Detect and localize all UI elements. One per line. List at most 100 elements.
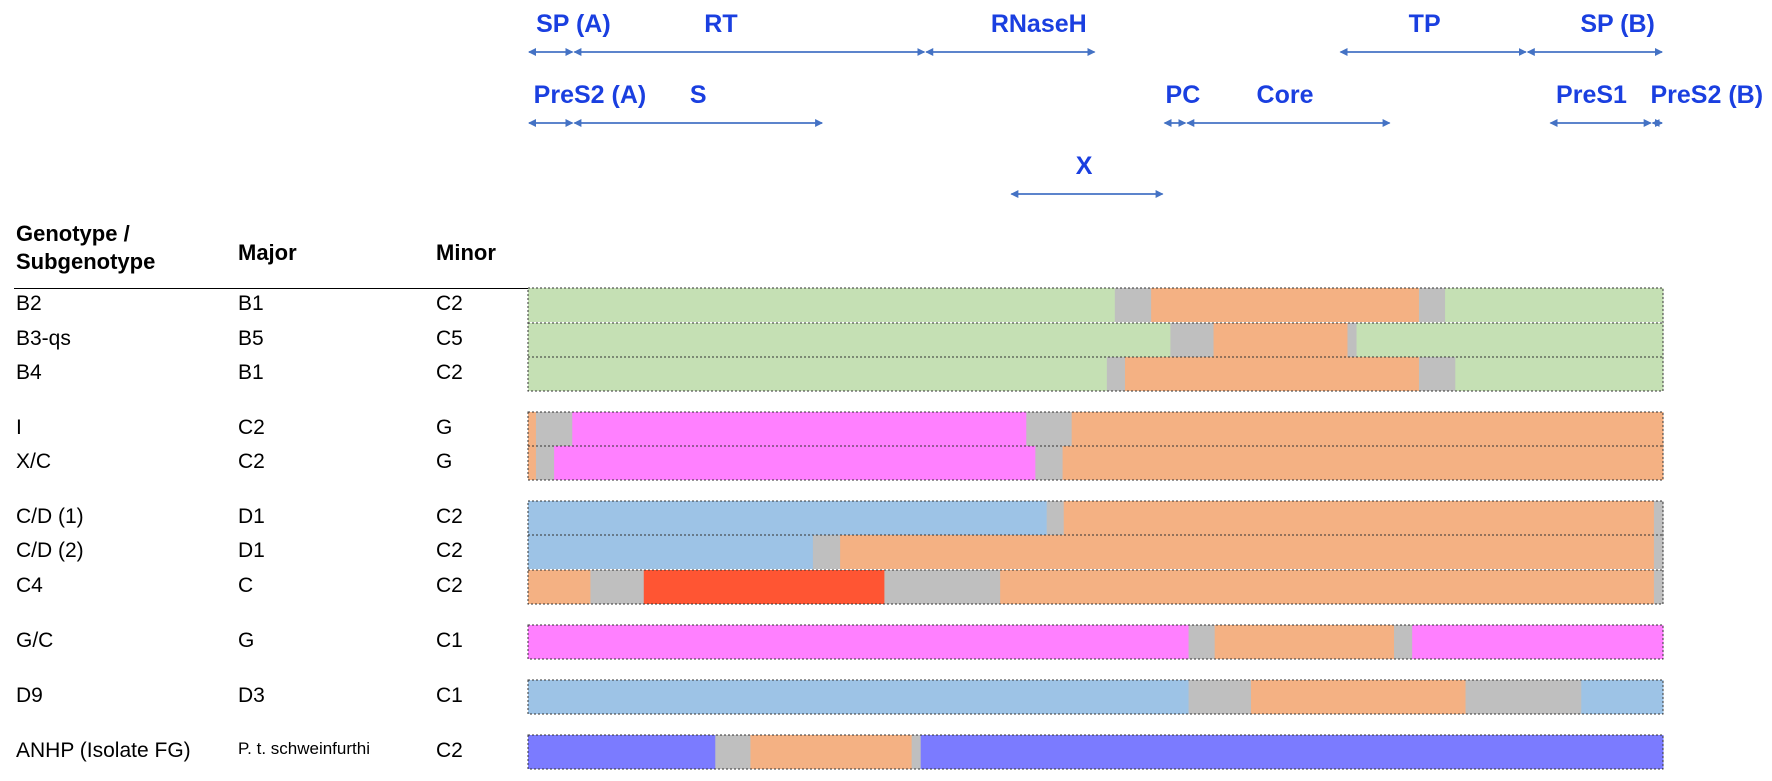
genome-segment-violet	[920, 735, 1664, 769]
row-genotype-cell: D9	[16, 684, 43, 707]
genome-segment-grey	[1106, 357, 1126, 391]
row-minor-cell: G	[436, 416, 453, 439]
genome-segment-grey	[1026, 412, 1073, 446]
genome-segment-magenta	[554, 446, 1036, 480]
row-minor-cell: C1	[436, 629, 463, 652]
genome-segment-grey	[1653, 570, 1664, 604]
genome-segment-grey	[1394, 625, 1413, 659]
row-genotype-cell: B2	[16, 292, 42, 315]
genome-segment-orange	[750, 735, 913, 769]
genome-segment-blue	[1581, 680, 1664, 714]
group-border	[527, 500, 1664, 605]
row-minor-cell: C2	[436, 505, 463, 528]
group-border	[527, 287, 1664, 392]
genome-segment-grey	[590, 570, 645, 604]
genome-segment-grey	[715, 735, 751, 769]
genome-segment-violet	[528, 735, 716, 769]
row-genotype-cell: I	[16, 416, 22, 439]
genome-segment-grey	[1347, 323, 1358, 357]
genome-segment-grey	[1188, 625, 1216, 659]
row-minor-cell: C5	[436, 327, 463, 350]
genome-segment-green	[528, 323, 1171, 357]
major-column-header: Major	[238, 240, 297, 265]
gene-label: PreS2 (A)	[534, 81, 647, 109]
gene-label: Core	[1257, 81, 1314, 109]
group-border	[527, 624, 1664, 660]
genome-segment-blue	[528, 535, 814, 569]
row-major-cell: B1	[238, 292, 264, 315]
row-genotype-cell: B4	[16, 361, 42, 384]
row-genotype-cell: B3-qs	[16, 327, 71, 350]
genome-segment-grey	[1188, 680, 1252, 714]
minor-column-header: Minor	[436, 240, 496, 265]
genome-segment-green	[1455, 357, 1664, 391]
genome-segment-grey	[1046, 501, 1065, 535]
genome-segment-blue	[528, 680, 1190, 714]
group-border	[527, 734, 1664, 770]
genome-segment-grey	[1653, 535, 1664, 569]
genome-segment-orange	[1250, 680, 1467, 714]
gene-label: RT	[704, 10, 737, 38]
header-rule	[14, 288, 528, 289]
row-minor-cell: C2	[436, 292, 463, 315]
gene-label: PC	[1166, 81, 1201, 109]
row-minor-cell: C2	[436, 361, 463, 384]
row-genotype-cell: G/C	[16, 629, 54, 652]
gene-label: PreS2 (B)	[1651, 81, 1764, 109]
genome-segment-grey	[535, 412, 573, 446]
genome-segment-orange	[1062, 446, 1664, 480]
row-major-cell: C	[238, 574, 254, 597]
genome-segment-orange	[528, 446, 537, 480]
row-genotype-cell: X/C	[16, 450, 52, 473]
row-minor-cell: C2	[436, 539, 463, 562]
genome-segment-grey	[1035, 446, 1064, 480]
genome-segment-orange	[1063, 501, 1655, 535]
gene-label: SP (A)	[536, 10, 611, 38]
genome-segment-blue	[528, 501, 1048, 535]
genome-segment-red	[643, 570, 885, 604]
genome-segment-orange	[840, 535, 1655, 569]
genome-segment-orange	[1071, 412, 1664, 446]
genome-segment-grey	[1653, 501, 1664, 535]
genome-segment-green	[528, 288, 1116, 322]
row-genotype-cell: C/D (1)	[16, 505, 84, 528]
genome-segment-orange	[1213, 323, 1348, 357]
genome-segment-grey	[1170, 323, 1215, 357]
row-major-cell: B1	[238, 361, 264, 384]
genome-segment-grey	[1418, 357, 1456, 391]
gene-label: X	[1076, 152, 1093, 180]
genome-segment-grey	[1465, 680, 1582, 714]
genome-segment-orange	[1151, 288, 1420, 322]
row-minor-cell: C1	[436, 684, 463, 707]
genome-segment-orange	[528, 412, 537, 446]
row-minor-cell: C2	[436, 574, 463, 597]
row-major-cell: D1	[238, 505, 265, 528]
row-major-cell: D1	[238, 539, 265, 562]
genome-segment-green	[528, 357, 1108, 391]
row-major-cell: G	[238, 629, 255, 652]
genome-segment-grey	[911, 735, 922, 769]
genome-segment-green	[1445, 288, 1664, 322]
row-genotype-cell: C/D (2)	[16, 539, 84, 562]
genome-segment-grey	[535, 446, 555, 480]
genotype-column-header: Genotype / Subgenotype	[16, 221, 156, 274]
row-minor-cell: C2	[436, 739, 463, 762]
genome-segment-orange	[528, 570, 591, 604]
genome-segment-magenta	[528, 625, 1190, 659]
row-major-cell: D3	[238, 684, 265, 707]
genome-segment-magenta	[1412, 625, 1664, 659]
gene-label: PreS1	[1556, 81, 1627, 109]
genome-segment-grey	[812, 535, 841, 569]
row-minor-cell: G	[436, 450, 453, 473]
genome-segment-orange	[1125, 357, 1420, 391]
gene-label: TP	[1409, 10, 1441, 38]
row-major-cell: P. t. schweinfurthi	[238, 739, 370, 758]
genome-segment-grey	[1418, 288, 1446, 322]
row-major-cell: B5	[238, 327, 264, 350]
genome-segment-orange	[1214, 625, 1395, 659]
gene-label: S	[690, 81, 707, 109]
group-border	[527, 679, 1664, 715]
genome-segment-green	[1356, 323, 1664, 357]
gene-label: SP (B)	[1580, 10, 1655, 38]
